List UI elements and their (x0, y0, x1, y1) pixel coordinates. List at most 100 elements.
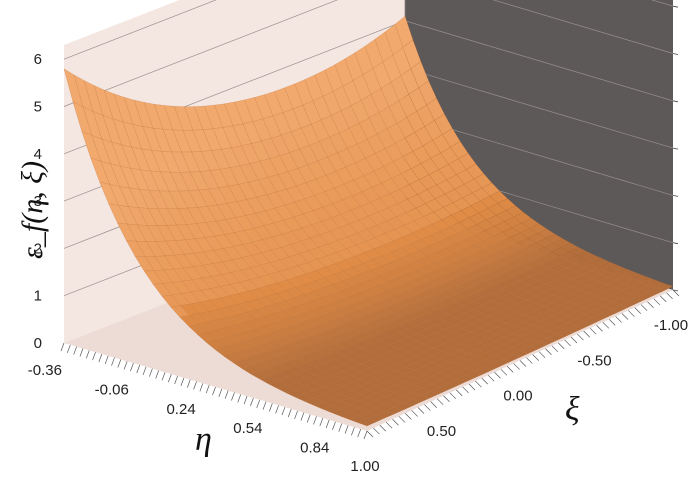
xi-minor-tick (475, 380, 482, 388)
eta-minor-tick (275, 405, 279, 414)
eta-minor-tick (161, 372, 166, 381)
xi-minor-tick (526, 357, 533, 364)
eta-minor-tick (344, 425, 349, 434)
axis-ticks (60, 5, 680, 440)
eta-minor-tick (180, 377, 185, 386)
xi-minor-tick (538, 351, 546, 358)
xi-minor-tick (449, 392, 457, 400)
xi-minor-tick (500, 369, 508, 376)
xi-tick-label: 0.00 (503, 388, 532, 405)
xi-minor-tick (640, 304, 648, 311)
xi-minor-tick (411, 410, 418, 417)
z-axis-title: ε_f(η, ξ) (16, 161, 49, 259)
eta-minor-tick (186, 379, 191, 388)
eta-tick-label: 0.54 (233, 420, 262, 437)
eta-minor-tick (136, 364, 141, 374)
xi-minor-tick (602, 322, 610, 329)
xi-tick-label: 0.50 (427, 423, 456, 440)
eta-minor-tick (60, 342, 65, 352)
z-tick-label: 6 (34, 51, 42, 68)
xi-minor-tick (436, 398, 444, 405)
xi-minor-tick (570, 336, 578, 344)
eta-minor-tick (262, 401, 267, 410)
xi-tick-label: -1.00 (654, 317, 688, 334)
xi-minor-tick (589, 327, 597, 335)
tick-labels: 0 1 2 3 4 5 6 -0.36 -0.06 0.24 0.54 0.84 -1.00 -0.50 0… (28, 51, 688, 475)
eta-minor-tick (92, 352, 96, 361)
eta-tick-label: -0.06 (95, 381, 129, 398)
z-minor-tick (672, 100, 679, 103)
z-tick-label: 4 (34, 146, 42, 163)
eta-minor-tick (73, 346, 77, 355)
eta-tick-label: 0.84 (300, 440, 329, 457)
eta-tick-label: 0.24 (166, 401, 195, 418)
eta-minor-tick (155, 370, 160, 379)
eta-minor-tick (111, 357, 115, 366)
xi-minor-tick (487, 374, 495, 382)
eta-minor-tick (193, 381, 197, 390)
eta-minor-tick (199, 383, 204, 392)
xi-minor-tick (583, 330, 590, 338)
z-tick-label: 5 (34, 99, 42, 116)
xi-minor-tick (405, 413, 412, 420)
eta-minor-tick (243, 396, 248, 405)
eta-minor-tick (149, 368, 153, 377)
z-tick-label: 2 (34, 240, 42, 257)
xi-minor-tick (577, 333, 584, 341)
xi-minor-tick (468, 383, 476, 391)
eta-minor-tick (212, 386, 216, 396)
eta-minor-tick (117, 359, 122, 368)
xi-minor-tick (373, 427, 380, 435)
xi-minor-tick (507, 366, 514, 373)
xi-minor-tick (430, 401, 437, 408)
eta-minor-tick (281, 407, 286, 416)
xi-minor-tick (424, 404, 431, 411)
xi-minor-tick (379, 424, 386, 432)
z-minor-tick (672, 242, 679, 245)
xi-tick-label: 1.00 (350, 458, 379, 475)
xi-minor-tick (398, 416, 406, 423)
xi-minor-tick (628, 310, 635, 317)
z-minor-tick (672, 195, 679, 197)
eta-minor-tick (237, 394, 242, 403)
xi-minor-tick (609, 319, 616, 326)
xi-axis-title: ξ (565, 391, 580, 428)
z-tick-label: 0 (34, 335, 42, 352)
eta-minor-tick (357, 429, 362, 438)
gridline (63, 0, 674, 107)
eta-minor-tick (319, 418, 324, 427)
eta-minor-tick (306, 414, 311, 423)
xi-minor-tick (653, 298, 661, 306)
eta-minor-tick (218, 388, 223, 397)
z-minor-tick (672, 5, 679, 8)
z-minor-tick (672, 289, 679, 292)
surface-patch (357, 418, 377, 427)
xi-minor-tick (443, 395, 450, 402)
eta-minor-tick (66, 344, 71, 353)
eta-minor-tick (142, 366, 147, 375)
eta-minor-tick (363, 430, 368, 440)
xi-minor-tick (621, 313, 629, 320)
eta-minor-tick (256, 399, 261, 408)
z-tick-label: 3 (34, 193, 42, 210)
xi-minor-tick (551, 345, 559, 353)
xi-minor-tick (545, 348, 552, 355)
eta-minor-tick (79, 348, 84, 357)
eta-minor-tick (287, 408, 292, 418)
xi-minor-tick (660, 295, 667, 303)
eta-minor-tick (338, 423, 343, 432)
eta-minor-tick (167, 374, 172, 383)
xi-minor-tick (647, 301, 654, 308)
xi-minor-tick (366, 430, 374, 438)
z-minor-tick (672, 147, 679, 150)
eta-minor-tick (130, 363, 134, 372)
xi-minor-tick (672, 289, 680, 297)
xi-minor-tick (494, 372, 501, 379)
xi-minor-tick (564, 339, 571, 347)
xi-minor-tick (462, 386, 469, 394)
eta-minor-tick (325, 419, 330, 429)
xi-tick-label: -0.50 (577, 352, 611, 369)
xi-minor-tick (417, 407, 425, 414)
eta-tick-label: -0.36 (28, 362, 62, 379)
